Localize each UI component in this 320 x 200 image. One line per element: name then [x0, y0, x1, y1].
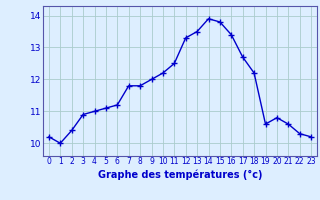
X-axis label: Graphe des températures (°c): Graphe des températures (°c) [98, 169, 262, 180]
